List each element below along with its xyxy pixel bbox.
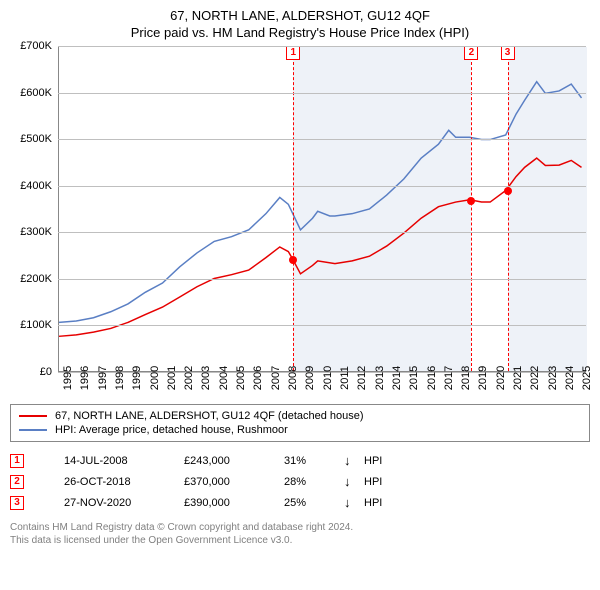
sale-vertical-line	[293, 47, 294, 371]
chart-title-subtitle: Price paid vs. HM Land Registry's House …	[10, 25, 590, 40]
x-axis-tick-label: 2022	[529, 366, 547, 390]
y-axis-tick-label: £500K	[10, 133, 52, 145]
y-axis-tick-label: £600K	[10, 87, 52, 99]
x-axis-tick-label: 2017	[443, 366, 461, 390]
gridline-horizontal	[58, 325, 586, 326]
x-axis-tick-label: 1999	[131, 366, 149, 390]
sale-table-row: 3 27-NOV-2020£390,00025%↓HPI	[10, 492, 590, 513]
legend-swatch	[19, 429, 47, 431]
sale-pct-vs-hpi: 31%	[284, 455, 344, 467]
attribution-footer: Contains HM Land Registry data © Crown c…	[10, 521, 590, 547]
sale-price: £370,000	[184, 476, 284, 488]
sale-marker-box: 3	[501, 46, 515, 60]
sale-marker-box: 2	[464, 46, 478, 60]
x-axis-tick-label: 2012	[356, 366, 374, 390]
gridline-horizontal	[58, 186, 586, 187]
x-axis-tick-label: 2005	[235, 366, 253, 390]
x-axis-tick-label: 2024	[564, 366, 582, 390]
x-axis-tick-label: 2011	[339, 366, 357, 390]
footer-line: Contains HM Land Registry data © Crown c…	[10, 521, 590, 534]
sale-pct-vs-hpi: 28%	[284, 476, 344, 488]
gridline-horizontal	[58, 139, 586, 140]
x-axis-tick-label: 2000	[149, 366, 167, 390]
title-block: 67, NORTH LANE, ALDERSHOT, GU12 4QF Pric…	[10, 8, 590, 40]
sales-table: 114-JUL-2008£243,00031%↓HPI226-OCT-2018£…	[10, 450, 590, 513]
sale-table-row: 1 14-JUL-2008£243,00031%↓HPI	[10, 450, 590, 471]
x-axis-tick-label: 2023	[547, 366, 565, 390]
x-axis-tick-label: 2008	[287, 366, 305, 390]
x-axis-tick-label: 2009	[304, 366, 322, 390]
sale-marker-dot	[289, 256, 297, 264]
chart-area: 123 £0£100K£200K£300K£400K£500K£600K£700…	[10, 46, 590, 396]
x-axis-tick-label: 2001	[166, 366, 184, 390]
legend-label: 67, NORTH LANE, ALDERSHOT, GU12 4QF (det…	[55, 410, 364, 422]
plot-svg	[59, 47, 585, 371]
sale-vertical-line	[508, 47, 509, 371]
legend-item: 67, NORTH LANE, ALDERSHOT, GU12 4QF (det…	[19, 409, 581, 423]
sale-vs-label: HPI	[364, 455, 382, 467]
x-axis-tick-label: 2025	[581, 366, 599, 390]
x-axis-tick-label: 2015	[408, 366, 426, 390]
sale-vertical-line	[471, 47, 472, 371]
sale-pct-vs-hpi: 25%	[284, 497, 344, 509]
sale-index-box: 1	[10, 454, 24, 468]
x-axis-tick-label: 1998	[114, 366, 132, 390]
x-axis-tick-label: 2016	[426, 366, 444, 390]
sale-date: 14-JUL-2008	[64, 455, 184, 467]
gridline-horizontal	[58, 232, 586, 233]
x-axis-tick-label: 2018	[460, 366, 478, 390]
x-axis-tick-label: 2019	[477, 366, 495, 390]
x-axis-tick-label: 2006	[252, 366, 270, 390]
down-arrow-icon: ↓	[344, 495, 364, 510]
footer-line: This data is licensed under the Open Gov…	[10, 534, 590, 547]
down-arrow-icon: ↓	[344, 453, 364, 468]
x-axis-tick-label: 2003	[200, 366, 218, 390]
series-line-hpi	[59, 82, 582, 323]
legend-label: HPI: Average price, detached house, Rush…	[55, 424, 288, 436]
gridline-horizontal	[58, 93, 586, 94]
x-axis-tick-label: 1995	[62, 366, 80, 390]
gridline-horizontal	[58, 279, 586, 280]
sale-table-row: 2 26-OCT-2018£370,00028%↓HPI	[10, 471, 590, 492]
sale-vs-label: HPI	[364, 497, 382, 509]
sale-date: 26-OCT-2018	[64, 476, 184, 488]
chart-title-address: 67, NORTH LANE, ALDERSHOT, GU12 4QF	[10, 8, 590, 23]
sale-marker-dot	[467, 197, 475, 205]
sale-marker-box: 1	[286, 46, 300, 60]
x-axis-tick-label: 1997	[97, 366, 115, 390]
sale-price: £390,000	[184, 497, 284, 509]
x-axis-tick-label: 2010	[322, 366, 340, 390]
sale-marker-dot	[504, 187, 512, 195]
x-axis-tick-label: 2007	[270, 366, 288, 390]
sale-vs-label: HPI	[364, 476, 382, 488]
sale-date: 27-NOV-2020	[64, 497, 184, 509]
x-axis-tick-label: 2002	[183, 366, 201, 390]
plot-region: 1 2 3	[58, 46, 586, 372]
sale-price: £243,000	[184, 455, 284, 467]
x-axis-tick-label: 2020	[495, 366, 513, 390]
x-axis-tick-label: 1996	[79, 366, 97, 390]
sale-index-box: 2	[10, 475, 24, 489]
y-axis-tick-label: £0	[10, 366, 52, 378]
legend-item: HPI: Average price, detached house, Rush…	[19, 423, 581, 437]
legend-swatch	[19, 415, 47, 417]
x-axis-tick-label: 2014	[391, 366, 409, 390]
y-axis-tick-label: £200K	[10, 273, 52, 285]
gridline-horizontal	[58, 46, 586, 47]
x-axis-tick-label: 2021	[512, 366, 530, 390]
y-axis-tick-label: £700K	[10, 40, 52, 52]
down-arrow-icon: ↓	[344, 474, 364, 489]
legend: 67, NORTH LANE, ALDERSHOT, GU12 4QF (det…	[10, 404, 590, 442]
x-axis-tick-label: 2013	[374, 366, 392, 390]
y-axis-tick-label: £400K	[10, 180, 52, 192]
y-axis-tick-label: £100K	[10, 319, 52, 331]
sale-index-box: 3	[10, 496, 24, 510]
x-axis-tick-label: 2004	[218, 366, 236, 390]
y-axis-tick-label: £300K	[10, 226, 52, 238]
chart-container: 67, NORTH LANE, ALDERSHOT, GU12 4QF Pric…	[0, 0, 600, 553]
